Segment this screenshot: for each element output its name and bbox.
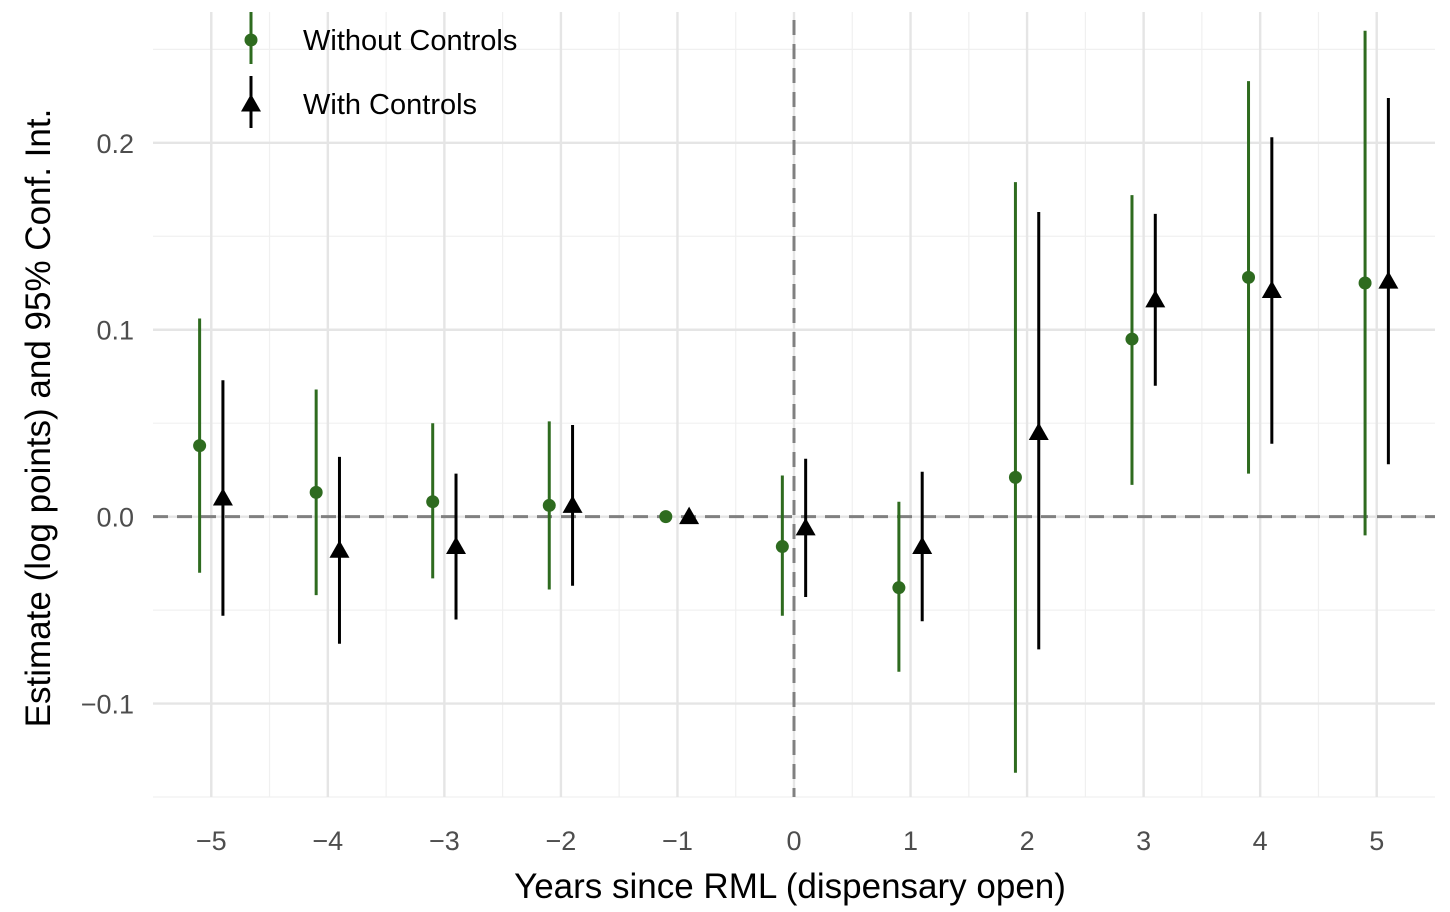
y-tick-label: 0.0 bbox=[96, 503, 134, 533]
x-tick-label: 0 bbox=[786, 826, 801, 856]
x-axis-title: Years since RML (dispensary open) bbox=[514, 867, 1066, 906]
legend: Without Controls With Controls bbox=[241, 12, 517, 128]
point-estimate-marker bbox=[446, 536, 467, 555]
point-estimate-marker bbox=[775, 540, 789, 554]
x-tick-label: 5 bbox=[1369, 826, 1384, 856]
legend-key-marker bbox=[241, 94, 261, 112]
x-tick-label: 2 bbox=[1020, 826, 1035, 856]
data-series bbox=[193, 30, 1399, 773]
legend-label: Without Controls bbox=[303, 25, 517, 57]
reference-lines bbox=[153, 20, 1435, 797]
x-tick-label: 4 bbox=[1253, 826, 1268, 856]
y-tick-label: 0.2 bbox=[96, 129, 134, 159]
series-without-controls bbox=[193, 30, 1372, 773]
x-tick-label: −2 bbox=[546, 826, 577, 856]
point-estimate-marker bbox=[892, 581, 906, 595]
x-tick-label: 1 bbox=[903, 826, 918, 856]
y-tick-label: 0.1 bbox=[96, 316, 134, 346]
point-estimate-marker bbox=[212, 487, 233, 506]
point-estimate-marker bbox=[679, 506, 700, 525]
point-estimate-marker bbox=[1028, 422, 1049, 441]
point-estimate-marker bbox=[1008, 470, 1022, 484]
y-axis-title: Estimate (log points) and 95% Conf. Int. bbox=[19, 109, 58, 728]
y-axis-tick-labels: −0.1 0.0 0.1 0.2 bbox=[81, 129, 134, 720]
point-estimate-marker bbox=[1145, 289, 1166, 308]
y-tick-label: −0.1 bbox=[81, 690, 134, 720]
x-axis-tick-labels: −5 −4 −3 −2 −1 0 1 2 3 4 5 bbox=[196, 826, 1384, 856]
point-estimate-marker bbox=[1358, 276, 1372, 290]
point-estimate-marker bbox=[795, 517, 816, 536]
point-estimate-marker bbox=[562, 495, 583, 513]
series-with-controls bbox=[212, 97, 1399, 650]
point-estimate-marker bbox=[542, 498, 556, 512]
x-tick-label: 3 bbox=[1136, 826, 1151, 856]
point-estimate-marker bbox=[1261, 280, 1282, 298]
legend-label: With Controls bbox=[303, 89, 477, 121]
point-estimate-marker bbox=[329, 540, 350, 558]
point-estimate-marker bbox=[426, 495, 440, 509]
point-estimate-marker bbox=[309, 485, 323, 499]
point-estimate-marker bbox=[1125, 332, 1139, 346]
x-tick-label: −4 bbox=[312, 826, 343, 856]
point-estimate-marker bbox=[912, 536, 933, 555]
point-estimate-marker bbox=[1378, 271, 1399, 289]
legend-key-marker bbox=[244, 33, 258, 47]
point-estimate-marker bbox=[1242, 270, 1256, 284]
x-tick-label: −1 bbox=[662, 826, 693, 856]
x-tick-label: −3 bbox=[429, 826, 460, 856]
point-estimate-marker bbox=[193, 439, 207, 453]
point-estimate-marker bbox=[659, 510, 673, 524]
x-tick-label: −5 bbox=[196, 826, 227, 856]
